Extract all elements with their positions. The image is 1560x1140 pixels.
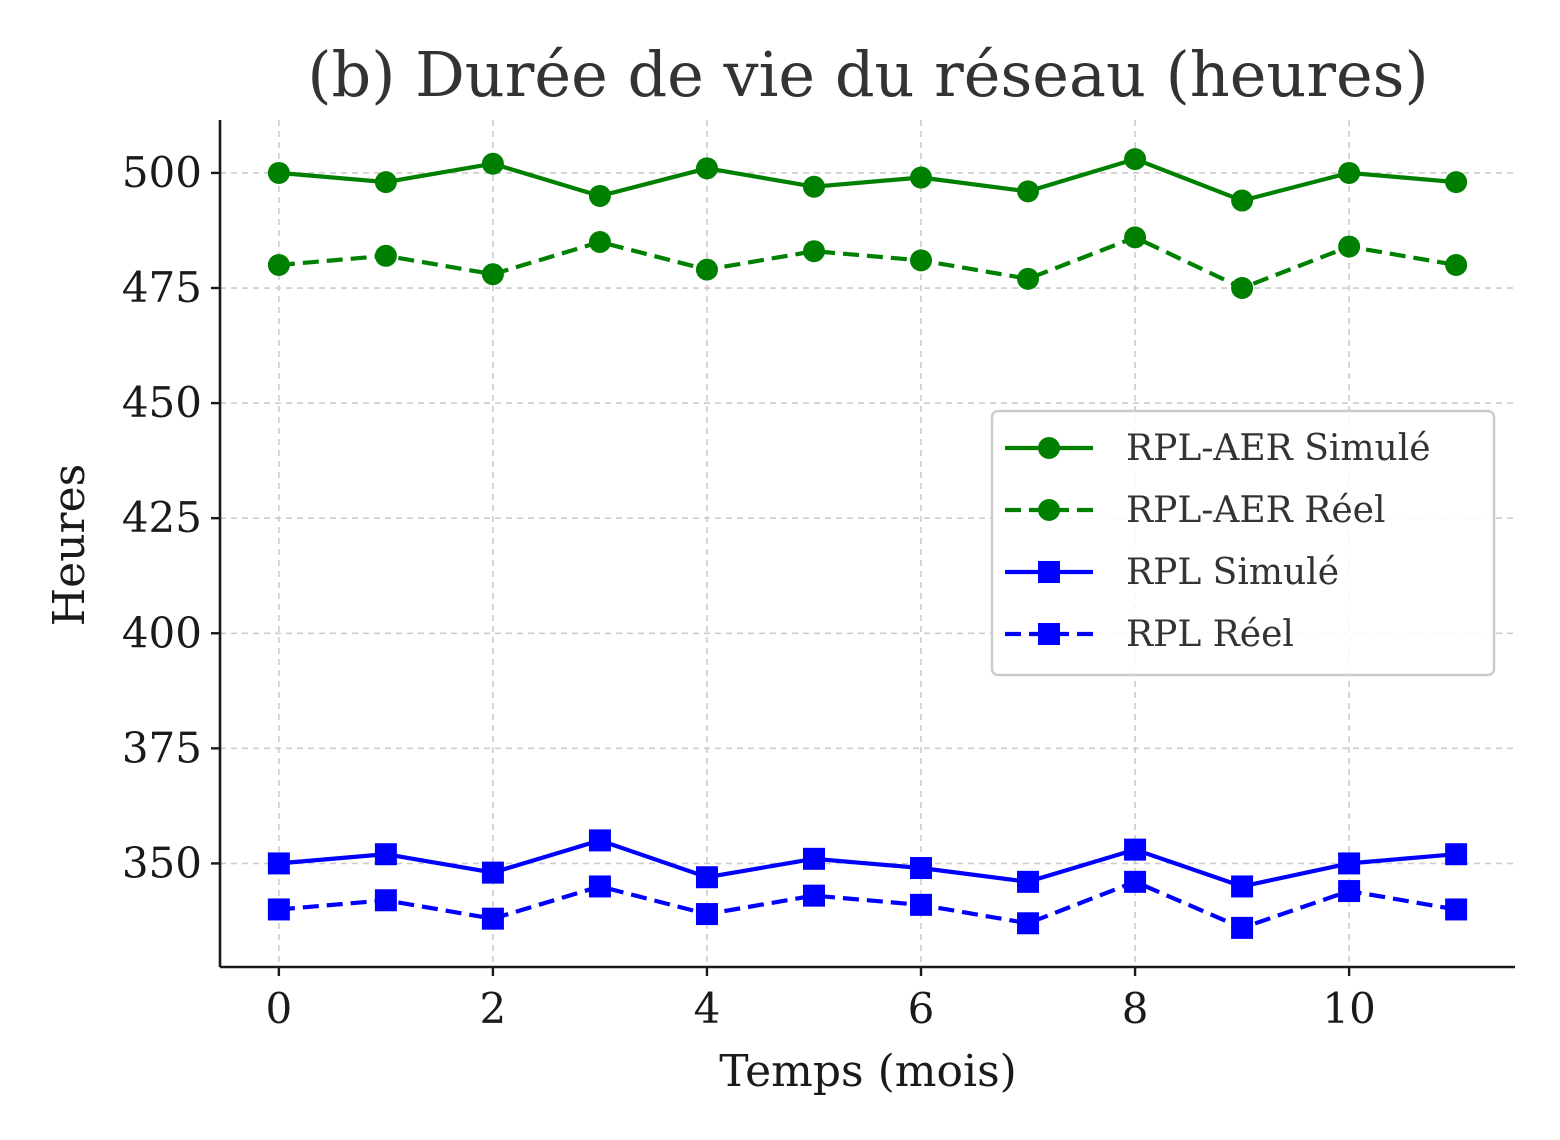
series-4-point — [481, 907, 504, 930]
series-1-line — [278, 157, 1457, 203]
series-3-point — [588, 829, 611, 852]
series-3-point — [1017, 870, 1040, 893]
series-4-point — [1338, 880, 1361, 903]
series-2-point — [1231, 277, 1254, 300]
series-1-point — [1231, 189, 1254, 212]
x-tick-label: 4 — [694, 984, 721, 1033]
series-3-point — [695, 866, 718, 889]
series-3-point — [1231, 875, 1254, 898]
series-1-point — [481, 152, 504, 175]
series-4-point — [267, 898, 290, 921]
legend-label-2: RPL-AER Réel — [1126, 490, 1385, 531]
series-3-point — [1445, 843, 1468, 866]
y-tick-label: 350 — [122, 838, 202, 887]
x-tick-label: 0 — [265, 984, 292, 1033]
y-tick-label: 375 — [122, 723, 202, 772]
x-tick-label: 2 — [480, 984, 507, 1033]
plot-area — [267, 148, 1468, 939]
series-1-point — [1017, 180, 1040, 203]
legend: RPL-AER Simulé RPL-AER Réel RPL Simulé RPL … — [990, 409, 1496, 677]
legend-frame — [990, 409, 1496, 677]
series-2-point — [588, 230, 611, 253]
legend-marker-4 — [1038, 623, 1060, 645]
legend-label-4: RPL Réel — [1126, 614, 1294, 655]
legend-marker-3 — [1038, 561, 1060, 583]
series-1-point — [1124, 148, 1147, 171]
series-4-point — [588, 875, 611, 898]
series-1-point — [1338, 161, 1361, 184]
series-2-line — [278, 235, 1457, 291]
series-3-point — [1124, 838, 1147, 861]
axis-ticks: 0 2 4 6 8 10 350 375 400 425 450 475 500 — [122, 148, 1376, 1033]
y-tick-label: 425 — [122, 493, 202, 542]
series-3-point — [910, 857, 933, 880]
y-tick-label: 450 — [122, 378, 202, 427]
series-2-point — [1124, 226, 1147, 249]
x-axis-label: Temps (mois) — [719, 1046, 1017, 1097]
series-4-point — [910, 893, 933, 916]
legend-marker-1 — [1038, 437, 1060, 459]
series-4-point — [802, 884, 825, 907]
x-tick-label: 8 — [1122, 984, 1149, 1033]
series-1-point — [802, 175, 825, 198]
series-3-point — [267, 852, 290, 875]
series-4-point — [1017, 912, 1040, 935]
series-3-point — [481, 861, 504, 884]
legend-label-1: RPL-AER Simulé — [1126, 428, 1431, 469]
series-1-point — [588, 184, 611, 207]
y-tick-label: 400 — [122, 608, 202, 657]
y-tick-label: 475 — [122, 263, 202, 312]
series-2-point — [1338, 235, 1361, 258]
x-tick-label: 6 — [908, 984, 935, 1033]
chart-title: (b) Durée de vie du réseau (heures) — [307, 38, 1428, 111]
series-2-point — [1017, 267, 1040, 290]
legend-marker-2 — [1038, 499, 1060, 521]
x-tick-label: 10 — [1322, 984, 1375, 1033]
series-1-point — [695, 157, 718, 180]
series-2-point — [695, 258, 718, 281]
series-1-point — [1445, 171, 1468, 194]
series-1-point — [267, 161, 290, 184]
series-4-point — [374, 889, 397, 912]
series-4-line — [278, 879, 1457, 931]
series-2-point — [802, 240, 825, 263]
series-3-point — [802, 847, 825, 870]
series-1-point — [374, 171, 397, 194]
series-2-point — [374, 244, 397, 267]
series-3-point — [1338, 852, 1361, 875]
series-2-point — [910, 249, 933, 272]
series-4-point — [1231, 916, 1254, 939]
series-2-point — [481, 263, 504, 286]
series-1-point — [910, 166, 933, 189]
y-tick-label: 500 — [122, 148, 202, 197]
series-3-point — [374, 843, 397, 866]
legend-label-3: RPL Simulé — [1126, 552, 1339, 593]
series-2-point — [267, 254, 290, 277]
series-4-point — [695, 903, 718, 926]
y-axis-label: Heures — [44, 464, 95, 626]
series-4-point — [1124, 870, 1147, 893]
series-2-point — [1445, 254, 1468, 277]
series-3-line — [278, 838, 1457, 889]
series-4-point — [1445, 898, 1468, 921]
